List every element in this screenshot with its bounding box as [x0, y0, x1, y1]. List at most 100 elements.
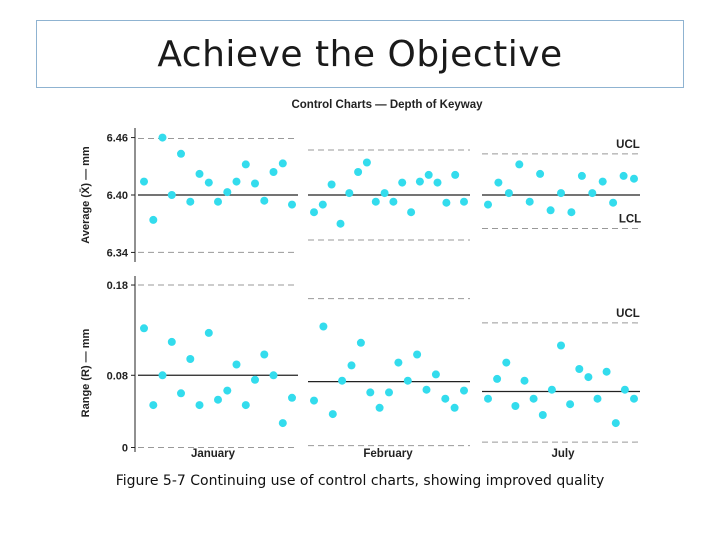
average-tick-label: 6.46: [107, 133, 128, 145]
month-label-january: January: [191, 448, 236, 460]
average-data-point: [223, 188, 232, 197]
average-data-point: [504, 189, 513, 198]
range-data-point: [493, 374, 502, 383]
range-data-point: [431, 370, 440, 379]
range-data-point: [375, 403, 384, 412]
average-data-point: [251, 179, 259, 188]
range-data-point: [214, 395, 222, 404]
average-data-point: [567, 208, 576, 217]
range-data-point: [347, 361, 356, 370]
range-data-point: [260, 350, 269, 359]
average-data-point: [336, 219, 345, 228]
range-data-point: [441, 394, 450, 403]
average-data-point: [609, 198, 618, 207]
range-data-point: [602, 367, 611, 376]
average-data-point: [149, 215, 158, 224]
average-data-point: [433, 178, 442, 187]
range-data-point: [557, 341, 565, 350]
range-y-axis-label: Range (R) — mm: [80, 328, 92, 417]
range-tick-label: 0.08: [107, 370, 128, 382]
average-data-point: [557, 189, 565, 198]
range-data-point: [251, 375, 259, 384]
range-data-point: [620, 385, 629, 394]
range-data-point: [232, 360, 241, 369]
average-y-axis-label: Average (X̄) — mm: [80, 146, 92, 244]
range-data-point: [520, 376, 529, 385]
range-data-point: [529, 394, 538, 403]
average-data-point: [389, 197, 398, 206]
slide-title: Achieve the Objective: [157, 33, 563, 75]
range-data-point: [450, 403, 459, 412]
range-data-point: [593, 394, 602, 403]
range-data-point: [394, 358, 403, 367]
average-lcl-label: LCL: [619, 214, 641, 226]
average-data-point: [398, 178, 407, 187]
month-label-july: July: [551, 448, 575, 460]
average-data-point: [318, 200, 327, 209]
range-data-point: [278, 419, 287, 428]
range-data-point: [547, 385, 556, 394]
average-data-point: [278, 159, 287, 168]
average-data-point: [424, 170, 433, 179]
average-data-point: [195, 169, 204, 178]
range-data-point: [310, 396, 318, 405]
range-data-point: [223, 386, 232, 395]
average-data-point: [451, 170, 460, 179]
figure-background: [76, 92, 644, 460]
average-data-point: [619, 171, 628, 180]
average-data-point: [241, 160, 250, 169]
average-data-point: [460, 197, 468, 206]
range-data-point: [385, 388, 393, 397]
range-data-point: [422, 385, 431, 394]
average-data-point: [484, 200, 492, 209]
range-tick-label: 0: [122, 442, 128, 454]
average-data-point: [407, 208, 416, 217]
average-data-point: [177, 149, 185, 158]
slide-title-box: Achieve the Objective: [36, 20, 684, 88]
range-data-point: [269, 371, 278, 380]
range-data-point: [177, 389, 185, 398]
range-data-point: [566, 400, 575, 409]
average-data-point: [354, 168, 363, 176]
range-data-point: [140, 324, 148, 333]
average-data-point: [232, 177, 241, 186]
average-data-point: [140, 177, 148, 186]
range-data-point: [403, 376, 412, 385]
range-chart: 0.18 0.08 0 Range (R) — mm UCL: [80, 276, 640, 454]
average-data-point: [204, 178, 213, 187]
average-ucl-label: UCL: [616, 139, 640, 151]
average-data-point: [525, 197, 534, 206]
range-data-point: [356, 338, 365, 347]
range-ucl-label: UCL: [616, 308, 640, 320]
average-data-point: [630, 174, 638, 183]
average-data-point: [546, 206, 555, 215]
average-data-point: [415, 177, 424, 186]
average-data-point: [167, 191, 176, 199]
average-data-point: [380, 189, 389, 198]
range-data-point: [319, 322, 328, 331]
average-data-point: [577, 171, 586, 180]
average-data-point: [345, 189, 354, 198]
range-data-point: [328, 410, 337, 419]
range-tick-label: 0.18: [107, 280, 128, 292]
figure-caption: Figure 5-7 Continuing use of control cha…: [115, 473, 605, 489]
range-data-point: [288, 393, 296, 402]
range-data-point: [158, 371, 167, 380]
range-data-point: [413, 350, 422, 359]
range-data-point: [167, 337, 176, 346]
average-data-point: [158, 133, 167, 142]
range-data-point: [204, 328, 213, 337]
range-data-point: [460, 386, 468, 395]
range-data-point: [484, 394, 492, 403]
range-data-point: [584, 373, 593, 382]
range-data-point: [511, 402, 520, 410]
average-data-point: [186, 197, 195, 206]
range-data-point: [502, 358, 511, 367]
average-data-point: [327, 180, 336, 189]
range-data-point: [611, 419, 620, 428]
average-data-point: [362, 158, 371, 167]
range-data-point: [575, 365, 584, 373]
average-data-point: [598, 177, 607, 186]
range-data-point: [241, 401, 250, 410]
